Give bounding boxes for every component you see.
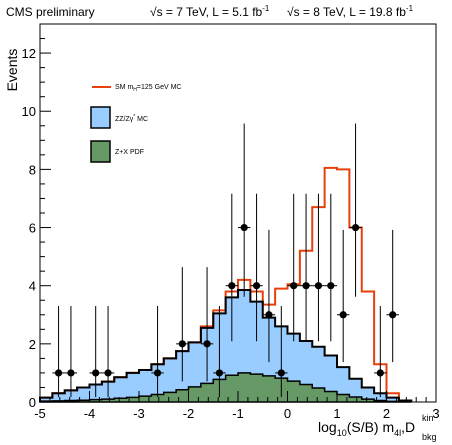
data-point xyxy=(386,229,399,363)
data-point-marker xyxy=(314,282,323,290)
header-energy-7tev: √s = 7 TeV, L = 5.1 fb-1 xyxy=(150,4,270,19)
series-zx-fill xyxy=(39,372,412,403)
data-point-marker xyxy=(215,369,224,377)
y-tick-label: 0 xyxy=(29,395,36,410)
data-point-marker xyxy=(339,311,347,319)
data-point-marker xyxy=(290,282,298,290)
data-point-marker xyxy=(203,340,211,348)
data-point-marker xyxy=(277,369,285,377)
data-point-marker xyxy=(389,311,397,319)
data-point xyxy=(275,306,288,398)
data-point-marker xyxy=(67,369,75,377)
x-tick-label: 2 xyxy=(383,406,390,421)
data-point-marker xyxy=(92,369,100,377)
sqrt-symbol-8: √ xyxy=(287,5,294,19)
legend-zx-box xyxy=(90,140,111,163)
data-point-marker xyxy=(240,223,248,232)
x-title-sep: ,D xyxy=(401,419,415,435)
legend-zx-label: Z+X PDF xyxy=(115,149,144,156)
header-left: CMS preliminary xyxy=(6,5,95,19)
x-axis-title: log10(S/B) m4l,D xyxy=(318,419,415,438)
y-tick-label: 10 xyxy=(22,104,36,119)
data-point xyxy=(324,193,337,342)
data-point xyxy=(200,267,214,382)
data-point xyxy=(287,193,300,342)
data-point xyxy=(299,193,313,342)
series-zz-fill xyxy=(40,290,412,402)
x-tick-label: 0 xyxy=(284,406,291,421)
x-title-sub1: 10 xyxy=(337,428,347,438)
x-tick-label: -3 xyxy=(133,406,145,421)
data-point xyxy=(213,306,226,398)
y-tick-label: 8 xyxy=(29,162,36,177)
header-8-text: s = 8 TeV, L = 19.8 fb xyxy=(294,5,407,19)
data-point-marker xyxy=(327,282,335,290)
data-point-marker xyxy=(265,311,273,319)
header-energy-8tev: √s = 8 TeV, L = 19.8 fb-1 xyxy=(287,4,414,19)
data-point xyxy=(337,229,350,363)
x-tick-label: 3 xyxy=(432,406,439,421)
y-axis-title: Events xyxy=(4,49,20,92)
header-7-sup: -1 xyxy=(262,4,270,13)
data-point xyxy=(101,306,115,398)
legend-sm-label: SM mH=125 GeV MC xyxy=(115,84,181,93)
data-point-marker xyxy=(302,282,310,290)
x-tick-label: -1 xyxy=(232,406,244,421)
x-tick-label: -5 xyxy=(34,406,46,421)
x-title-mid: (S/B) m xyxy=(347,419,394,435)
data-point xyxy=(64,306,78,398)
legend-zz-box xyxy=(90,106,111,129)
x-tick-label: 1 xyxy=(333,406,340,421)
y-tick-label: 4 xyxy=(29,279,36,294)
data-point xyxy=(374,306,387,398)
data-point xyxy=(176,267,189,382)
legend: SM mH=125 GeV MC ZZ/Zγ* MC Z+X PDF xyxy=(90,84,181,163)
data-point xyxy=(89,306,102,398)
data-point-marker xyxy=(228,282,236,290)
header-7-text: s = 7 TeV, L = 5.1 fb xyxy=(157,5,263,19)
data-point-marker xyxy=(351,223,360,232)
series-zz-outline xyxy=(39,289,413,402)
data-point xyxy=(312,193,325,342)
data-point-marker xyxy=(153,369,162,377)
data-point xyxy=(349,123,362,297)
data-point-marker xyxy=(54,369,63,377)
x-title-sub3: bkg xyxy=(422,432,437,442)
x-title-sup3: kin xyxy=(422,413,434,423)
data-point-marker xyxy=(178,340,186,348)
data-point xyxy=(250,193,263,342)
x-title-sub2: 4l xyxy=(394,428,401,438)
x-tick-label: -2 xyxy=(183,406,195,421)
data-point xyxy=(238,123,251,297)
y-tick-label: 12 xyxy=(22,46,36,61)
legend-zz-label: ZZ/Zγ* MC xyxy=(115,114,148,123)
sqrt-symbol-7: √ xyxy=(150,5,157,19)
x-tick-label: -4 xyxy=(84,406,96,421)
y-tick-label: 2 xyxy=(29,337,36,352)
data-point xyxy=(262,229,276,363)
header-8-sup: -1 xyxy=(406,4,414,13)
data-point-marker xyxy=(376,369,384,377)
data-point xyxy=(225,193,238,342)
x-title-main: log xyxy=(318,419,337,435)
data-point-marker xyxy=(104,369,112,377)
data-point-marker xyxy=(252,282,261,290)
data-point xyxy=(151,306,164,398)
y-tick-label: 6 xyxy=(29,221,36,236)
data-point xyxy=(52,306,65,398)
